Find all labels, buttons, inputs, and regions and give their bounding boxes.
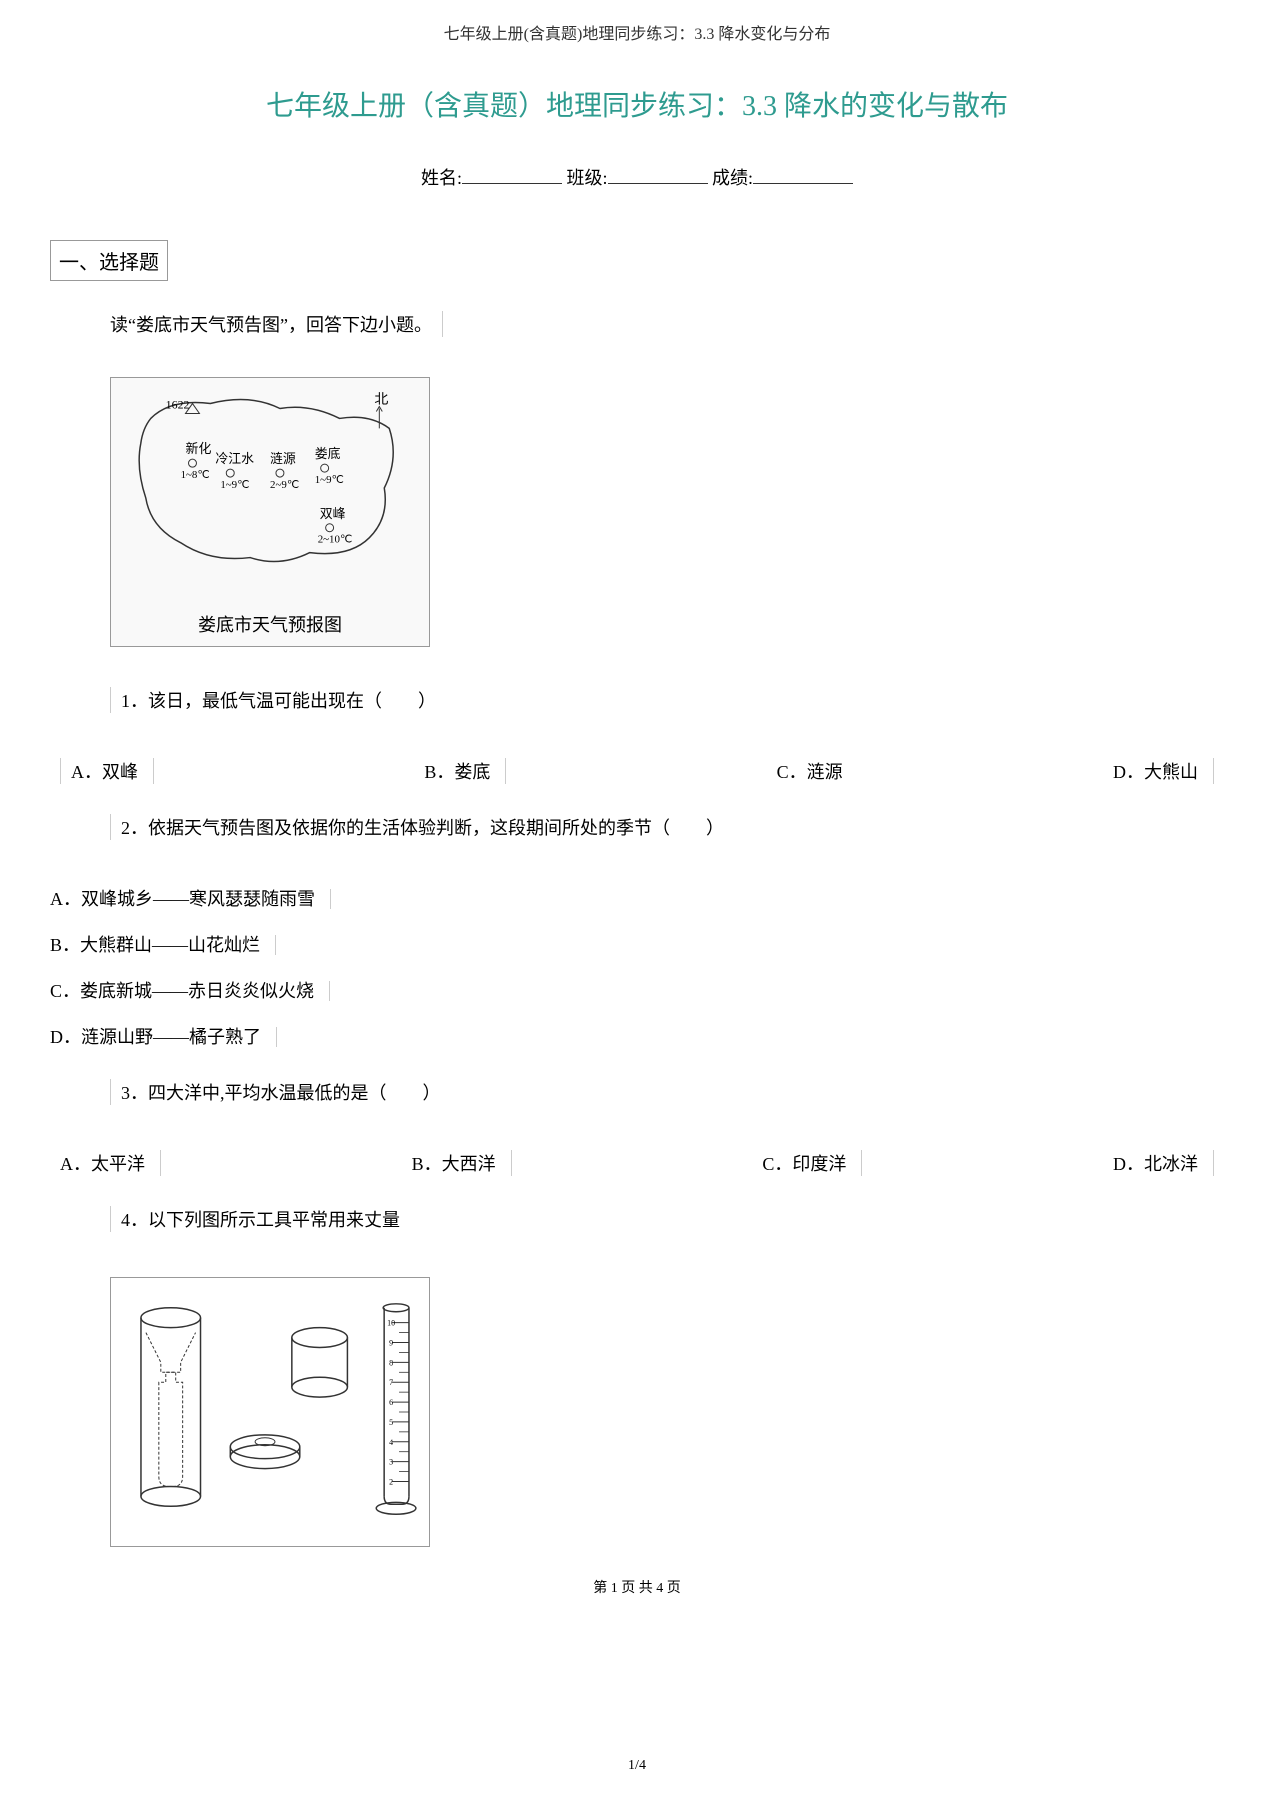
q3-option-c[interactable]: C．印度洋 [762,1150,862,1176]
svg-text:北: 北 [374,392,388,408]
svg-text:1622: 1622 [166,398,190,412]
svg-text:5: 5 [389,1418,393,1427]
name-label: 姓名: [421,168,462,188]
instruction-text: 读“娄底市天气预告图”，回答下边小题。 [110,311,443,337]
tools-svg: 10 9 8 7 6 5 4 3 2 [111,1278,429,1546]
svg-text:涟源: 涟源 [270,451,296,466]
q3-option-d[interactable]: D．北冰洋 [1113,1150,1214,1176]
q2-option-a[interactable]: A．双峰城乡——寒风瑟瑟随雨雪 [50,885,1224,911]
q1-option-b[interactable]: B．娄底 [424,758,506,784]
name-blank[interactable] [462,166,562,184]
q1-option-a[interactable]: A．双峰 [60,758,154,784]
q1-option-d[interactable]: D．大熊山 [1113,758,1214,784]
weather-map: 1622 北 新化 1~8℃ 冷江水 1~9℃ 涟源 2~9℃ 娄底 1~9℃ … [110,377,430,647]
question-2: 2．依据天气预告图及依据你的生活体验判断，这段期间所处的季节（ ） [110,814,724,840]
q3-option-a[interactable]: A．太平洋 [60,1150,161,1176]
q2-option-b[interactable]: B．大熊群山——山花灿烂 [50,931,1224,957]
page-footer: 第 1 页 共 4 页 [50,1577,1224,1597]
map-caption: 娄底市天气预报图 [111,603,429,645]
class-label: 班级: [566,168,607,188]
svg-text:3: 3 [389,1458,393,1467]
svg-text:9: 9 [389,1338,393,1347]
svg-text:冷江水: 冷江水 [215,451,254,466]
svg-text:新化: 新化 [186,441,212,456]
q2-option-c[interactable]: C．娄底新城——赤日炎炎似火烧 [50,977,1224,1003]
svg-text:6: 6 [389,1398,393,1407]
svg-text:1~8℃: 1~8℃ [181,469,210,481]
svg-text:7: 7 [389,1378,393,1387]
svg-text:1~9℃: 1~9℃ [220,479,249,491]
document-title: 七年级上册（含真题）地理同步练习：3.3 降水的变化与散布 [50,84,1224,124]
svg-text:1~9℃: 1~9℃ [315,474,344,486]
question-1: 1．该日，最低气温可能出现在（ ） [110,687,436,713]
section-1-header: 一、选择题 [50,240,168,281]
svg-text:8: 8 [389,1358,393,1367]
question-4: 4．以下列图所示工具平常用来丈量 [110,1206,400,1232]
map-svg: 1622 北 新化 1~8℃ 冷江水 1~9℃ 涟源 2~9℃ 娄底 1~9℃ … [111,378,429,598]
svg-text:双峰: 双峰 [320,506,346,521]
q2-options: A．双峰城乡——寒风瑟瑟随雨雪 B．大熊群山——山花灿烂 C．娄底新城——赤日炎… [50,885,1224,1049]
svg-text:2~9℃: 2~9℃ [270,479,299,491]
student-info-form: 姓名: 班级: 成绩: [50,164,1224,190]
question-3: 3．四大洋中,平均水温最低的是（ ） [110,1079,441,1105]
svg-text:2: 2 [389,1477,393,1486]
page-header: 七年级上册(含真题)地理同步练习：3.3 降水变化与分布 [50,20,1224,44]
q1-options: A．双峰 B．娄底 C．涟源 D．大熊山 [50,758,1224,784]
score-blank[interactable] [753,166,853,184]
class-blank[interactable] [608,166,708,184]
svg-text:2~10℃: 2~10℃ [318,534,353,546]
svg-text:娄底: 娄底 [315,446,341,461]
svg-text:10: 10 [387,1319,395,1328]
svg-text:4: 4 [389,1438,393,1447]
q1-option-c[interactable]: C．涟源 [777,758,843,784]
q2-option-d[interactable]: D．涟源山野——橘子熟了 [50,1023,1224,1049]
q3-options: A．太平洋 B．大西洋 C．印度洋 D．北冰洋 [50,1150,1224,1176]
score-label: 成绩: [712,168,753,188]
measurement-tools: 10 9 8 7 6 5 4 3 2 [110,1277,430,1547]
page-number: 1/4 [628,1758,646,1774]
q3-option-b[interactable]: B．大西洋 [412,1150,512,1176]
